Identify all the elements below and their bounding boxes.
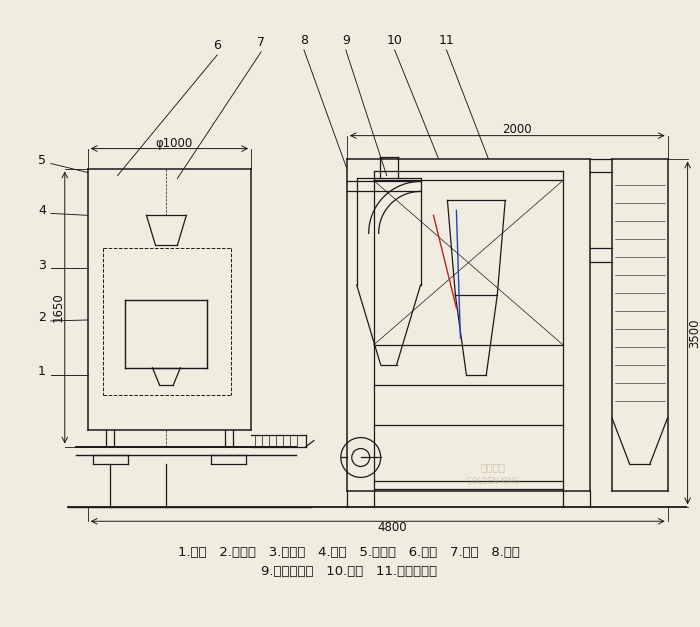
- Text: 3: 3: [38, 259, 46, 271]
- Text: 10: 10: [386, 34, 402, 48]
- Text: 4800: 4800: [378, 521, 407, 534]
- Text: 11: 11: [439, 34, 454, 48]
- Text: 3500: 3500: [688, 318, 700, 348]
- Text: φ1000: φ1000: [156, 137, 193, 150]
- Text: 7: 7: [257, 36, 265, 50]
- Text: 4: 4: [38, 204, 46, 217]
- Text: 2: 2: [38, 312, 46, 325]
- Text: 9.旋风分离器   10.支架   11.布袋除尘器: 9.旋风分离器 10.支架 11.布袋除尘器: [260, 564, 437, 577]
- Text: 5: 5: [38, 154, 46, 167]
- Text: 6: 6: [214, 40, 221, 53]
- Text: 金汉机械: 金汉机械: [481, 463, 506, 473]
- Text: 2000: 2000: [503, 123, 532, 136]
- Text: 1650: 1650: [51, 293, 64, 322]
- Text: 8: 8: [300, 34, 308, 48]
- Text: 9: 9: [342, 34, 350, 48]
- Text: 1.底座   2.回风道   3.激振器   4.筛网   5.进料斗   6.风机   7.绞龙   8.料仓: 1.底座 2.回风道 3.激振器 4.筛网 5.进料斗 6.风机 7.绞龙 8.…: [178, 545, 519, 559]
- Text: GOLDEN KING: GOLDEN KING: [466, 477, 520, 486]
- Text: 1: 1: [38, 366, 46, 378]
